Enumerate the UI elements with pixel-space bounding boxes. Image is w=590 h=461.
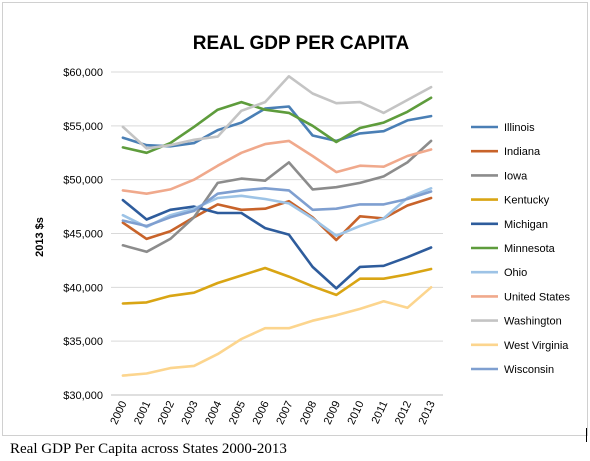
x-tick-label: 2012	[393, 399, 414, 426]
legend-label: United States	[504, 291, 571, 303]
y-tick-label: $50,000	[63, 175, 103, 187]
text-cursor	[586, 428, 587, 442]
legend-label: Michigan	[504, 219, 548, 231]
legend-item: Ohio	[471, 267, 527, 279]
legend-label: Ohio	[504, 267, 527, 279]
series-line-wisconsin	[121, 187, 433, 228]
series-line-michigan	[121, 198, 433, 290]
series-line-illinois	[121, 105, 433, 148]
x-tick-label: 2001	[132, 399, 153, 426]
y-tick-label: $60,000	[63, 67, 103, 79]
series-line-kentucky	[121, 266, 433, 305]
y-tick-label: $55,000	[63, 121, 103, 133]
figure-caption: Real GDP Per Capita across States 2000-2…	[10, 441, 287, 457]
series-lines	[121, 75, 433, 377]
legend-item: Minnesota	[471, 243, 556, 255]
legend-item: Indiana	[471, 146, 541, 158]
legend-item: Washington	[471, 316, 562, 328]
y-tick-label: $35,000	[63, 336, 103, 348]
series-line-indiana	[121, 196, 433, 242]
x-tick-label: 2005	[227, 399, 248, 426]
x-tick-label: 2006	[251, 399, 272, 426]
series-line-iowa	[121, 139, 433, 254]
legend-item: Kentucky	[471, 195, 550, 207]
legend-label: Illinois	[504, 122, 535, 134]
legend-label: Kentucky	[504, 195, 550, 207]
series-line-minnesota	[121, 96, 433, 155]
legend-label: Washington	[504, 316, 562, 328]
x-tick-label: 2003	[179, 399, 200, 426]
legend: Illinois Indiana Iowa Kentucky Michigan Minne…	[471, 122, 571, 376]
legend-label: Wisconsin	[504, 364, 554, 376]
x-tick-label: 2000	[108, 399, 129, 426]
legend-label: Indiana	[504, 146, 541, 158]
y-tick-label: $30,000	[63, 390, 103, 402]
y-tick-label: $45,000	[63, 229, 103, 241]
x-tick-label: 2008	[298, 399, 319, 426]
y-axis-label: 2013 $s	[34, 217, 46, 257]
series-line-united-states	[121, 139, 433, 195]
legend-item: United States	[471, 291, 571, 303]
series-line-washington	[121, 75, 433, 150]
chart-frame: REAL GDP PER CAPITA 2013 $s $30,000 $35,0…	[2, 2, 588, 436]
legend-label: Iowa	[504, 170, 528, 182]
y-tick-label: $40,000	[63, 282, 103, 294]
x-tick-labels: 2000 2001 2002 2003 2004 2005 2006 2007 2008 2009…	[108, 399, 438, 426]
x-tick-label: 2011	[370, 399, 391, 426]
legend-item: Illinois	[471, 122, 535, 134]
series-line-west-virginia	[121, 285, 433, 377]
series-line-ohio	[121, 187, 433, 237]
x-tick-label: 2007	[274, 399, 295, 426]
x-tick-label: 2013	[417, 399, 438, 426]
x-tick-label: 2009	[322, 399, 343, 426]
legend-label: Minnesota	[504, 243, 556, 255]
legend-item: Michigan	[471, 219, 548, 231]
chart-title: REAL GDP PER CAPITA	[193, 33, 410, 54]
y-tick-labels: $30,000 $35,000 $40,000 $45,000 $50,000 $55,0…	[63, 67, 103, 402]
legend-item: Iowa	[471, 170, 528, 182]
legend-label: West Virginia	[504, 340, 569, 352]
legend-item: West Virginia	[471, 340, 569, 352]
x-tick-label: 2002	[156, 399, 177, 426]
legend-item: Wisconsin	[471, 364, 554, 376]
x-tick-label: 2010	[345, 399, 366, 426]
x-tick-label: 2004	[203, 399, 224, 426]
line-chart: REAL GDP PER CAPITA 2013 $s $30,000 $35,0…	[34, 33, 571, 426]
